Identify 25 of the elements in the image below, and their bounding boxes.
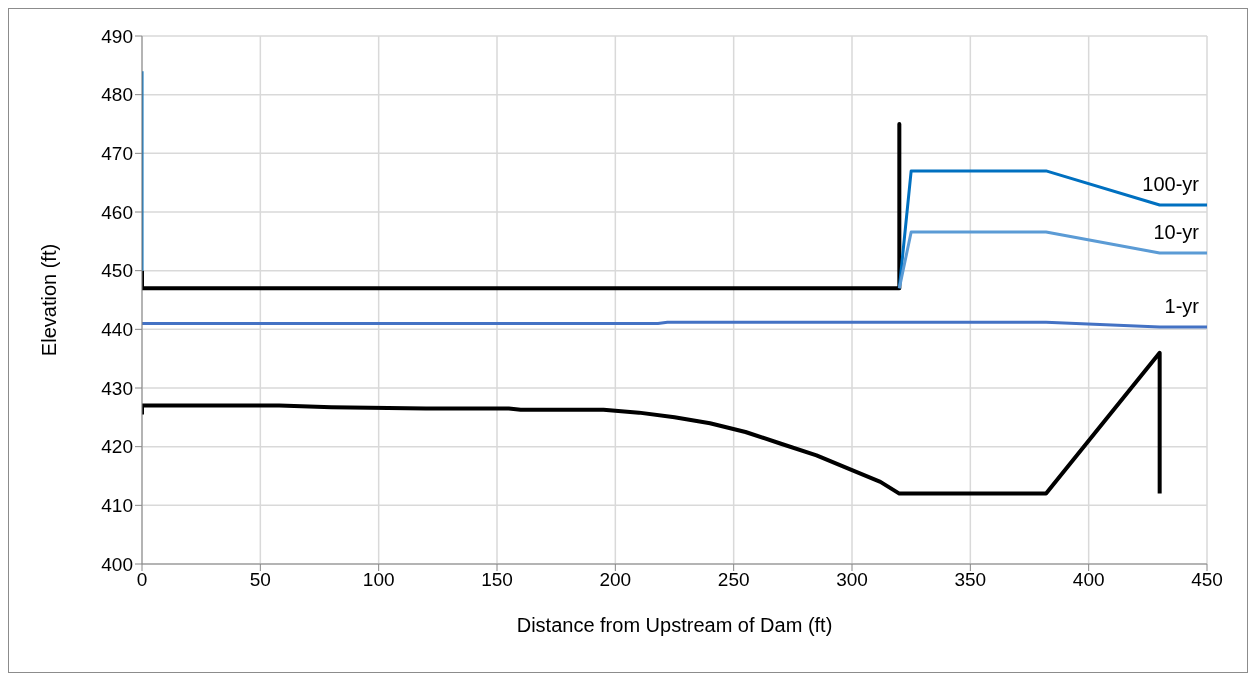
x-tick-label: 400 [1072,569,1105,591]
x-tick-label: 150 [481,569,513,591]
series-label: 100-yr [1142,172,1200,195]
y-axis-title: Elevation (ft) [38,243,61,357]
series-label: 10-yr [1153,221,1200,244]
x-tick-label: 0 [136,569,148,591]
y-tick-label: 480 [101,84,133,106]
x-tick-label: 300 [836,569,868,591]
x-axis-title: Distance from Upstream of Dam (ft) [516,614,833,636]
x-tick-label: 100 [362,569,395,591]
x-tick-label: 450 [1191,569,1223,591]
x-tick-label: 200 [599,569,632,591]
y-tick-label: 470 [101,143,133,165]
series-label: 1-yr [1164,294,1200,317]
y-tick-label: 490 [101,25,133,47]
y-tick-label: 410 [101,495,133,517]
y-tick-label: 430 [101,377,133,399]
y-tick-label: 450 [101,260,133,282]
y-tick-label: 420 [101,436,133,458]
x-tick-label: 250 [717,569,750,591]
y-tick-label: 440 [101,319,133,341]
y-tick-label: 460 [101,201,133,223]
x-tick-label: 50 [249,569,271,591]
y-tick-label: 400 [101,553,133,575]
x-tick-label: 350 [954,569,987,591]
